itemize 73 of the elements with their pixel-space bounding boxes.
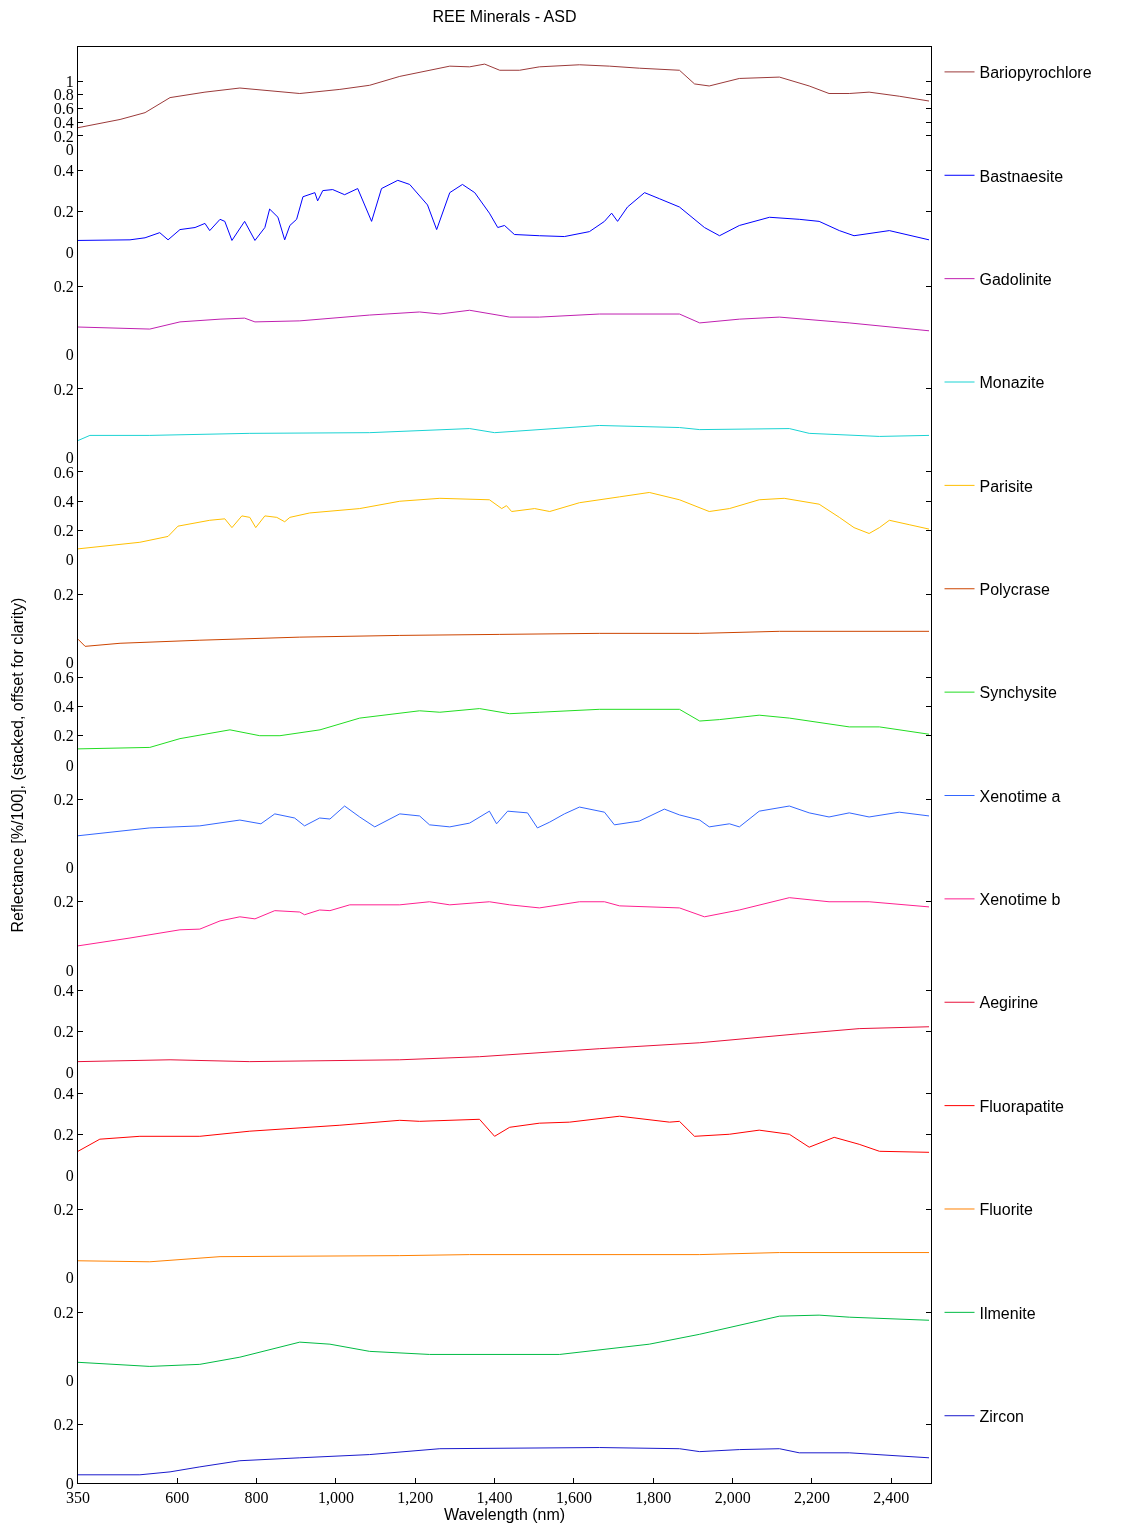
y-tick-label: 0.2 [53,893,74,911]
x-tick-label: 1,400 [476,1489,513,1507]
y-tick-label: 0.2 [53,522,74,540]
x-tick-label: 1,600 [555,1489,592,1507]
legend-label: Fluorite [979,1201,1033,1219]
y-tick-label: 0 [65,961,74,979]
y-tick-label: 0.2 [53,1125,74,1143]
y-tick-label: 0.4 [53,697,74,715]
y-axis-title: Reflectance [%/100], (stacked, offset for clarity) [8,597,26,933]
y-tick-label: 0.4 [53,161,74,179]
x-tick-label: 2,200 [793,1489,830,1507]
legend-label: Bastnaesite [979,167,1064,185]
y-tick-label: 0.4 [53,982,74,1000]
y-tick-label: 0 [65,551,74,569]
line-series [78,630,930,647]
line-series [78,708,930,750]
legend-label: Xenotime b [979,891,1061,909]
legend-label: Bariopyrochlore [979,64,1092,82]
y-tick-label: 0.2 [53,1303,74,1321]
y-tick-label: 0.2 [53,1201,74,1219]
line-series [78,897,930,947]
x-axis-title: Wavelength (nm) [443,1506,566,1524]
y-tick-label: 0.2 [53,277,74,295]
legend-label: Gadolinite [979,270,1052,288]
legend-label: Parisite [979,477,1033,495]
y-tick-label: 0.2 [53,585,74,603]
y-tick-label: 0 [65,1372,74,1390]
x-tick-label: 2,400 [873,1489,910,1507]
y-tick-label: 0.2 [53,380,74,398]
y-tick-label: 0 [65,756,74,774]
y-tick-label: 0 [65,1166,74,1184]
x-tick-label: 800 [244,1489,269,1507]
y-tick-label: 0.2 [53,1415,74,1433]
legend-label: Polycrase [979,581,1050,598]
y-tick-label: 0.2 [53,1023,74,1041]
x-tick-label: 600 [165,1489,190,1507]
line-series [78,491,930,550]
line-series [78,179,930,241]
y-tick-label: 0 [65,1474,74,1492]
y-tick-label: 0 [65,346,74,364]
x-tick-label: 350 [66,1489,90,1507]
legend-label: Monazite [979,374,1045,392]
y-tick-label: 0.2 [53,790,74,808]
y-tick-label: 0.6 [53,463,74,481]
y-tick-label: 0.2 [53,202,74,220]
x-tick-label: 1,200 [397,1489,434,1507]
legend-label: Fluorapatite [979,1097,1065,1115]
y-tick-label: 0.2 [53,727,74,745]
legend-label: Aegirine [979,994,1039,1012]
line-series [78,1115,930,1153]
legend-label: Xenotime a [979,787,1061,805]
y-tick-label: 0 [65,1064,74,1082]
line-series [78,1252,930,1263]
x-tick-label: 1,000 [317,1489,354,1507]
line-series [78,1026,930,1063]
y-tick-label: 0.4 [53,1084,74,1102]
y-tick-label: 0.4 [53,492,74,510]
legend-label: Ilmenite [979,1304,1036,1322]
legend-label: Zircon [979,1407,1024,1425]
line-series [78,424,930,442]
line-series [78,309,930,332]
line-series [78,805,930,837]
y-tick-label: 0 [65,1269,74,1287]
line-series [78,1314,930,1367]
line-series [78,1447,930,1476]
y-tick-label: 0 [65,448,74,466]
chart-title: REE Minerals - ASD [432,7,577,25]
y-tick-label: 0 [65,243,74,261]
y-tick-label: 0 [65,859,74,877]
legend-label: Synchysite [979,684,1057,702]
line-series [78,63,930,129]
x-tick-label: 2,000 [714,1489,751,1507]
x-tick-label: 1,800 [635,1489,672,1507]
